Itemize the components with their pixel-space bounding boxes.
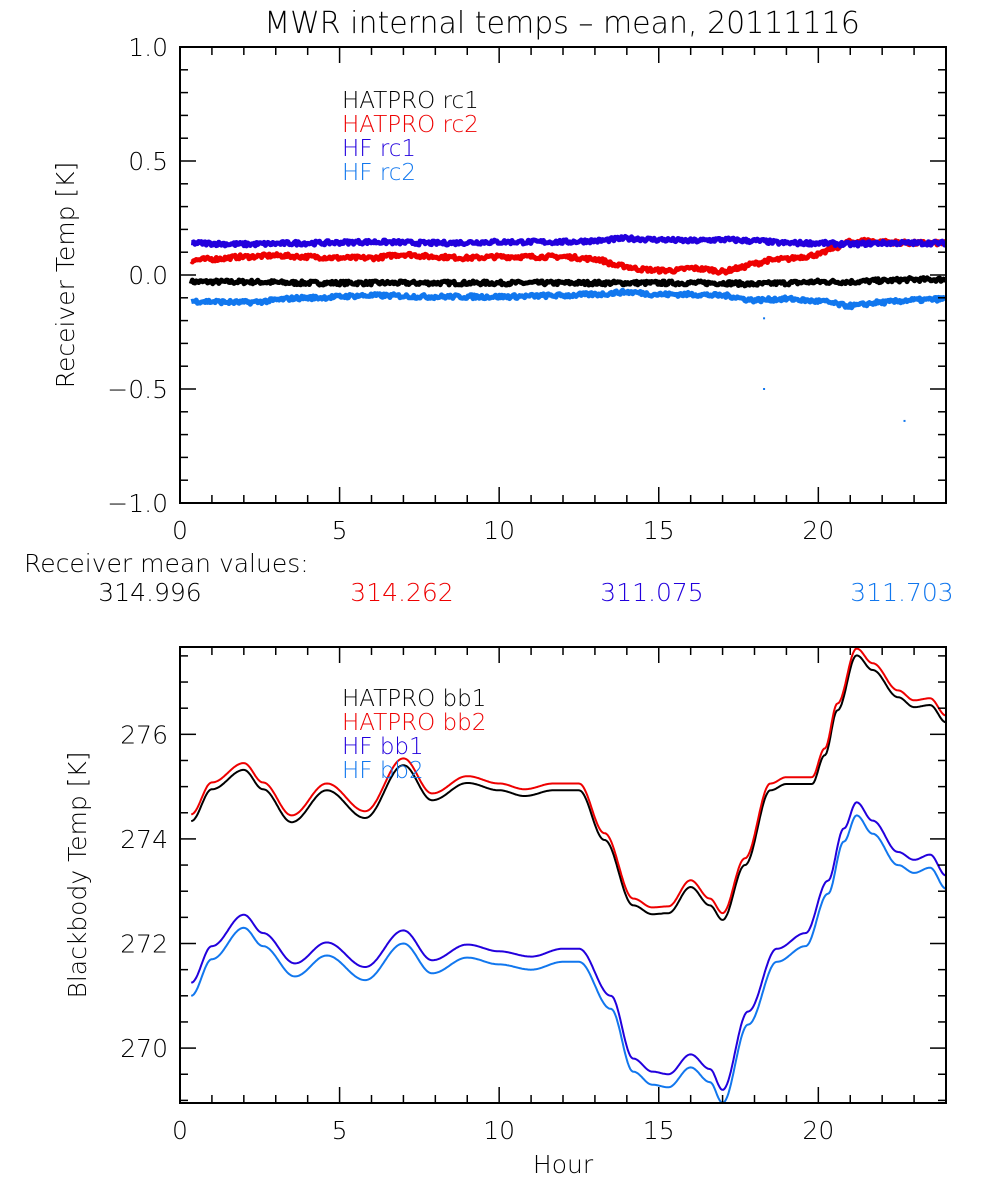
legend-entry-hf-rc2: HF rc2 xyxy=(342,160,416,186)
receiver-tick-labels: 0 5 10 15 20 −1.0 −0.5 0.0 0.5 1.0 xyxy=(107,33,834,545)
receiver-temp-panel: 0 5 10 15 20 −1.0 −0.5 0.0 0.5 1.0 Receiver Temp … xyxy=(51,33,947,545)
y-tick-label: 1.0 xyxy=(128,33,168,62)
y-tick-label: 270 xyxy=(120,1034,168,1063)
x-tick-label: 20 xyxy=(802,516,834,545)
receiver-plot-frame xyxy=(179,46,947,504)
mean-value-hatpro-rc2: 314.262 xyxy=(350,578,453,607)
series-line-hf-rc1 xyxy=(189,234,946,249)
y-tick-label: 272 xyxy=(120,930,168,959)
y-tick-label: −0.5 xyxy=(107,375,168,404)
blackbody-axis-ticks xyxy=(179,647,947,1103)
x-tick-label: 15 xyxy=(643,516,675,545)
legend-entry-hf-bb2: HF bb2 xyxy=(342,758,424,784)
mean-value-hf-rc2: 311.703 xyxy=(850,578,953,607)
legend-entry-hf-rc1: HF rc1 xyxy=(342,136,416,162)
receiver-temp-series xyxy=(188,234,946,422)
series-line-hf-bb2 xyxy=(190,814,946,1103)
legend-entry-hatpro-bb2: HATPRO bb2 xyxy=(342,710,486,736)
x-tick-label: 0 xyxy=(172,516,188,545)
outlier-point xyxy=(763,388,766,390)
figure-title: MWR internal temps – mean, 20111116 xyxy=(264,6,860,41)
hour-x-axis-label: Hour xyxy=(533,1150,594,1179)
x-tick-label: 20 xyxy=(802,1116,834,1145)
mean-value-hatpro-rc1: 314.996 xyxy=(98,578,201,607)
series-line-hatpro-rc2 xyxy=(189,236,946,276)
y-tick-label: 274 xyxy=(120,825,168,854)
series-line-hatpro-bb2 xyxy=(191,647,946,915)
outlier-point xyxy=(763,317,766,320)
legend-entry-hatpro-rc1: HATPRO rc1 xyxy=(342,88,479,114)
x-tick-label: 15 xyxy=(643,1116,675,1145)
y-tick-label: −1.0 xyxy=(107,489,168,518)
series-line-hatpro-rc1 xyxy=(188,275,946,289)
blackbody-tick-labels: 0 5 10 15 20 270 272 274 276 xyxy=(120,720,834,1145)
x-tick-label: 10 xyxy=(483,1116,515,1145)
blackbody-temp-series xyxy=(190,647,946,1103)
x-tick-label: 5 xyxy=(332,1116,348,1145)
receiver-y-axis-label: Receiver Temp [K] xyxy=(51,162,80,389)
receiver-axis-ticks xyxy=(179,46,947,504)
outlier-point xyxy=(903,419,906,422)
x-tick-label: 0 xyxy=(172,1116,188,1145)
legend-entry-hf-bb1: HF bb1 xyxy=(342,734,424,760)
series-line-hf-rc2 xyxy=(189,287,946,311)
series-line-hf-bb1 xyxy=(190,801,946,1091)
blackbody-y-axis-label: Blackbody Temp [K] xyxy=(63,751,92,998)
legend-entry-hatpro-bb1: HATPRO bb1 xyxy=(342,686,486,712)
y-tick-label: 0.0 xyxy=(128,261,168,290)
y-tick-label: 0.5 xyxy=(128,147,168,176)
receiver-mean-values: Receiver mean values: 314.996 314.262 31… xyxy=(24,549,954,607)
y-tick-label: 276 xyxy=(120,720,168,749)
x-tick-label: 10 xyxy=(483,516,515,545)
legend-entry-hatpro-rc2: HATPRO rc2 xyxy=(342,112,479,138)
mean-value-hf-rc1: 311.075 xyxy=(600,578,703,607)
series-line-hatpro-bb1 xyxy=(190,654,946,921)
x-tick-label: 5 xyxy=(332,516,348,545)
receiver-mean-values-label: Receiver mean values: xyxy=(24,549,309,578)
